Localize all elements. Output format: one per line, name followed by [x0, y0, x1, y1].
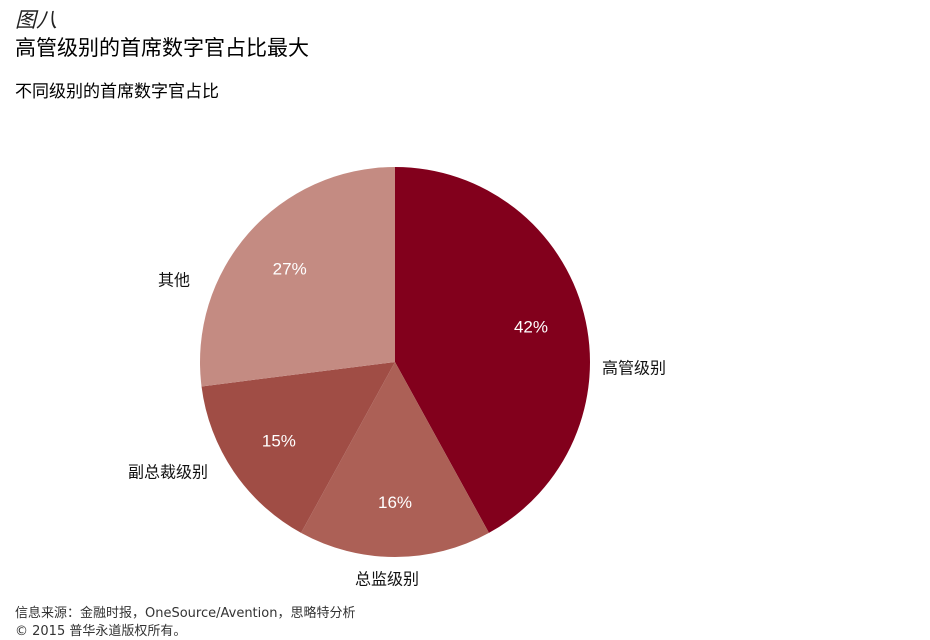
slice-value-label: 16% — [378, 493, 412, 512]
slice-category-label: 其他 — [158, 271, 190, 290]
pie-slice — [200, 167, 395, 387]
source-note: 信息来源：金融时报，OneSource/Avention，思略特分析 — [15, 606, 356, 621]
slice-category-label: 副总裁级别 — [128, 463, 208, 482]
figure-label: 图八 — [15, 8, 57, 32]
slice-category-label: 总监级别 — [355, 570, 419, 589]
copyright-note: © 2015 普华永道版权所有。 — [15, 624, 187, 639]
slice-value-label: 42% — [514, 318, 548, 337]
slice-value-label: 27% — [273, 260, 307, 279]
pie-slice — [395, 167, 590, 533]
chart-title: 高管级别的首席数字官占比最大 — [15, 36, 309, 60]
pie-slice — [301, 362, 489, 557]
slice-value-label: 15% — [262, 431, 296, 450]
slice-category-label: 高管级别 — [602, 359, 666, 378]
chart-subtitle: 不同级别的首席数字官占比 — [15, 82, 219, 102]
pie-slice — [201, 362, 395, 533]
